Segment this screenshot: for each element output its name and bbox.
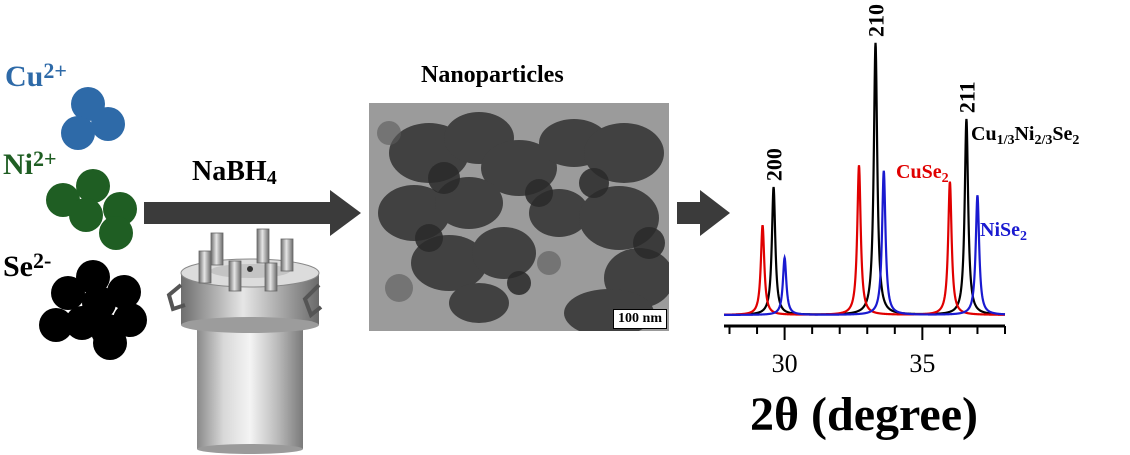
ni-ion-label: Ni2+ [3,148,57,181]
xrd-series-line [724,42,1006,316]
se-sphere [51,276,85,310]
ni-charge: 2+ [33,146,57,171]
analysis-arrow [677,190,730,236]
cu-ion-label: Cu2+ [5,60,67,93]
ni-cluster [46,169,137,250]
ni-sphere [69,198,103,232]
xrd-series-line [724,170,1006,316]
ni-sphere [76,169,110,203]
peak-label-211: 211 [954,81,979,113]
se-charge: 2- [33,248,52,273]
legend-nise2: NiSe2 [980,219,1027,244]
cu-cluster [61,87,125,150]
se-sphere [76,260,110,294]
x-axis-label: 2θ (degree) [750,388,978,441]
se-cluster [39,260,147,360]
peak-label-210: 210 [864,4,889,37]
xrd-chart: 30 35 2θ (degree) 200 210 211 Cu1/3Ni2/3Se2 CuS… [723,4,1079,441]
x-tick-label: 30 [772,349,798,378]
peak-label-200: 200 [762,148,787,181]
cu-sphere [91,107,125,141]
reagent-label: NaBH4 [192,156,277,189]
se-sphere [93,326,127,360]
xrd-series-line [723,165,1006,316]
ni-symbol: Ni [3,148,33,181]
ion-clusters [39,87,147,360]
reaction-arrow [144,190,361,236]
se-symbol: Se [3,250,33,283]
tem-title: Nanoparticles [421,62,564,88]
legend-cu1-3ni2-3se2: Cu1/3Ni2/3Se2 [971,123,1079,148]
ni-sphere [99,216,133,250]
nanoparticle-image [369,103,669,331]
legend-cuse2: CuSe2 [896,161,949,186]
cu-charge: 2+ [43,58,67,83]
reagent-subscript: 4 [266,167,277,189]
reagent-name: NaBH [192,156,267,187]
cu-sphere [61,116,95,150]
tem-micrograph: 100 nm [369,103,669,331]
se-ion-label: Se2- [3,250,51,283]
se-sphere [65,306,99,340]
se-sphere [39,308,73,342]
autoclave-reactor-image [166,228,323,454]
scale-bar-label: 100 nm [613,309,667,329]
cu-symbol: Cu [5,60,44,93]
x-tick-label: 35 [909,349,935,378]
